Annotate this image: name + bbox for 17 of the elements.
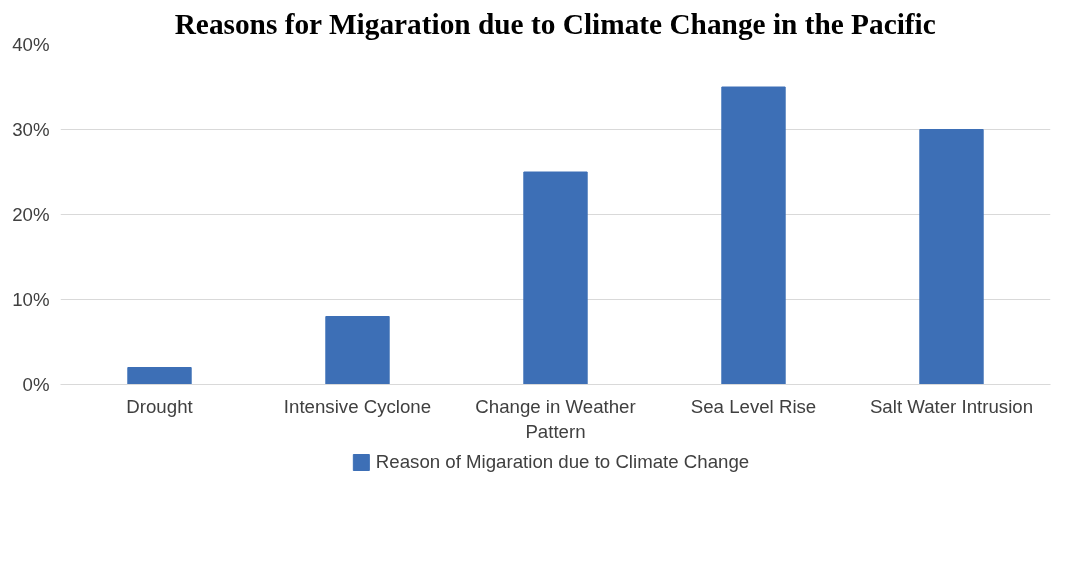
y-tick-label: 30% <box>12 119 50 140</box>
x-tick-label: Change in Weather Pattern <box>475 395 636 442</box>
y-tick-label: 0% <box>22 374 50 395</box>
y-tick-label: 20% <box>12 204 50 225</box>
x-tick-label: Salt Water Intrusion <box>869 395 1034 417</box>
bar <box>919 129 984 385</box>
bar <box>721 86 786 385</box>
chart-title: Reasons for Migaration due to Climate Change in the Pacific <box>174 7 936 40</box>
bar <box>325 316 390 385</box>
y-tick-label: 40% <box>12 34 50 55</box>
x-tick-label: Drought <box>126 395 194 417</box>
legend-label: Reason of Migaration due to Climate Change <box>375 451 750 473</box>
x-tick-label: Intensive Cyclone <box>283 395 432 417</box>
bar <box>523 171 588 385</box>
y-tick-label: 10% <box>12 289 50 310</box>
bar <box>127 367 192 385</box>
x-tick-label: Sea Level Rise <box>690 395 817 417</box>
